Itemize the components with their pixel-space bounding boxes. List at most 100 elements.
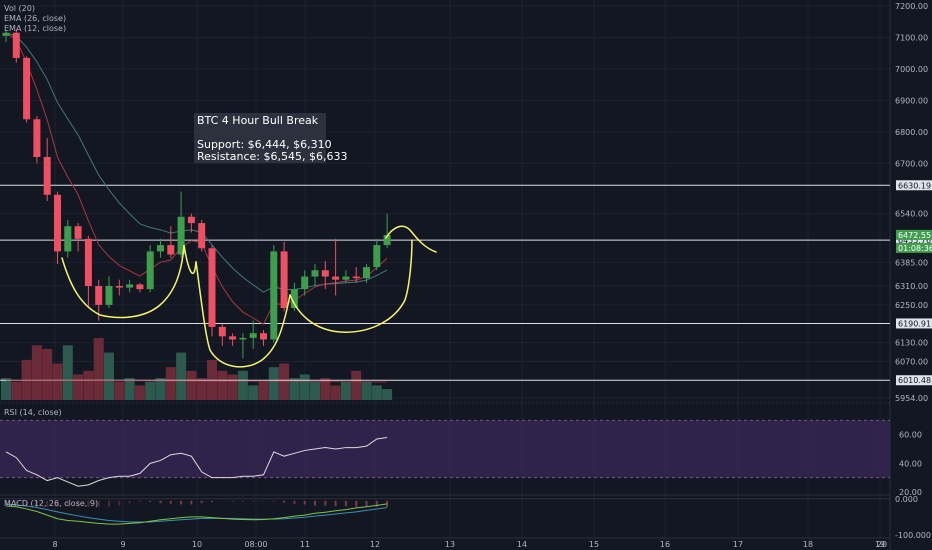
volume-bar-8 <box>83 370 94 400</box>
volume-bar-6 <box>62 345 73 400</box>
ema26-label: EMA (26, close) <box>4 14 67 23</box>
time-tick-2: 10 <box>192 540 202 549</box>
time-tick-9: 16 <box>660 540 670 549</box>
drawing-head <box>195 261 291 368</box>
freehand-drawings <box>61 225 437 368</box>
macd-hist-36 <box>375 500 378 507</box>
macd-hist-11 <box>118 500 121 506</box>
time-tick-3: 08:00 <box>244 540 267 549</box>
candle-body-29 <box>301 276 309 290</box>
macd-hist-28 <box>293 500 296 504</box>
macd-hist-2 <box>25 500 28 506</box>
candle-body-26 <box>270 251 278 340</box>
rsi-line-group <box>5 437 388 487</box>
volume-bar-12 <box>124 378 135 400</box>
volume-bar-15 <box>155 378 166 400</box>
drawing-left-shoulder <box>61 244 197 319</box>
macd-hist-27 <box>283 500 286 503</box>
volume-bar-28 <box>289 378 300 400</box>
price-tick-3: 6900.00 <box>895 96 928 105</box>
ema12-label: EMA (12, close) <box>4 24 67 33</box>
macd-hist-23 <box>241 500 244 503</box>
grid <box>0 0 891 550</box>
price-tick-9: 6250.00 <box>895 301 928 310</box>
volume-bar-17 <box>176 352 187 400</box>
macd-hist-3 <box>35 500 38 507</box>
candle-body-14 <box>146 251 154 290</box>
hline-label-bg-0 <box>896 180 932 191</box>
time-tick-7: 14 <box>517 540 527 549</box>
price-tick-12: 5954.00 <box>895 394 928 403</box>
macd-hist-20 <box>211 500 213 503</box>
macd-hist-35 <box>365 500 368 507</box>
candle-body-15 <box>157 245 164 252</box>
macd-hist-31 <box>324 500 327 506</box>
volume-bar-34 <box>351 370 362 400</box>
candle-body-18 <box>187 216 195 224</box>
chart-annotation-note[interactable]: BTC 4 Hour Bull Break Support: $6,444, $… <box>194 113 348 163</box>
macd-hist-33 <box>344 500 347 507</box>
candle-body-8 <box>84 238 92 286</box>
macd-hist-25 <box>262 500 265 502</box>
volume-bar-4 <box>42 348 53 400</box>
volume-bar-24 <box>248 385 259 400</box>
hline-label-bg-1 <box>896 235 932 246</box>
hline-label-0: 6630.19 <box>898 181 931 190</box>
candle-body-4 <box>43 157 51 195</box>
vol-label: Vol (20) <box>4 4 35 13</box>
time-tick-11: 18 <box>803 540 813 549</box>
candle-body-34 <box>352 276 360 279</box>
macd-group <box>0 498 890 525</box>
time-tick-4: 11 <box>300 540 310 549</box>
price-tick-5: 6700.00 <box>895 159 928 168</box>
time-tick-5: 12 <box>370 540 380 549</box>
ema12-line <box>5 32 388 325</box>
price-tick-7: 6385.00 <box>895 258 928 267</box>
macd-hist-12 <box>128 500 131 504</box>
price-tick-10: 6130.00 <box>895 339 928 348</box>
macd-hist-24 <box>252 500 255 503</box>
price-tick-1: 7100.00 <box>895 33 928 42</box>
rsi-band-group <box>0 419 890 479</box>
price-badge-0: 6472.55 <box>898 231 931 240</box>
macd-tick-0: 0.000 <box>895 495 918 504</box>
price-axis[interactable]: 7200.00 7100.00 7000.00 6900.00 6800.00 6700.… <box>895 2 932 540</box>
volume-bar-36 <box>371 385 382 400</box>
candle-body-2 <box>23 57 31 120</box>
volume-ma-line <box>5 379 388 383</box>
volume-bar-22 <box>227 374 238 400</box>
candle-body-24 <box>249 333 257 338</box>
candle-body-32 <box>332 276 340 280</box>
candle-body-20 <box>208 248 216 327</box>
candle-body-0 <box>2 32 10 36</box>
volume-bar-25 <box>258 381 269 400</box>
volume-bar-30 <box>310 381 320 400</box>
candle-body-7 <box>74 226 82 239</box>
volume-bar-0 <box>1 378 11 400</box>
candle-body-16 <box>167 245 175 255</box>
rsi-label: RSI (14, close) <box>4 408 62 417</box>
price-tick-0: 7200.00 <box>895 2 928 11</box>
macd-hist-32 <box>334 500 337 507</box>
hline-label-bg-2 <box>896 318 932 329</box>
price-badge-bg-0 <box>896 229 932 240</box>
candle-body-23 <box>239 337 247 340</box>
time-tick-12: 19 <box>875 540 885 549</box>
volume-bar-13 <box>134 385 145 400</box>
candle-body-37 <box>383 235 391 246</box>
volume-bar-1 <box>11 381 22 400</box>
note-resistance: Resistance: $6,545, $6,633 <box>197 150 348 163</box>
price-tick-4: 6800.00 <box>895 128 928 137</box>
candle-body-1 <box>12 32 20 58</box>
macd-hist-0 <box>5 500 7 504</box>
price-badge-bg-1 <box>896 242 932 253</box>
candle-body-27 <box>280 251 288 309</box>
candle-body-3 <box>33 119 41 158</box>
volume-bar-7 <box>73 374 84 400</box>
candle-body-5 <box>54 194 61 252</box>
volume-bar-18 <box>186 370 197 400</box>
candle-body-30 <box>311 270 319 277</box>
macd-line <box>5 503 388 525</box>
